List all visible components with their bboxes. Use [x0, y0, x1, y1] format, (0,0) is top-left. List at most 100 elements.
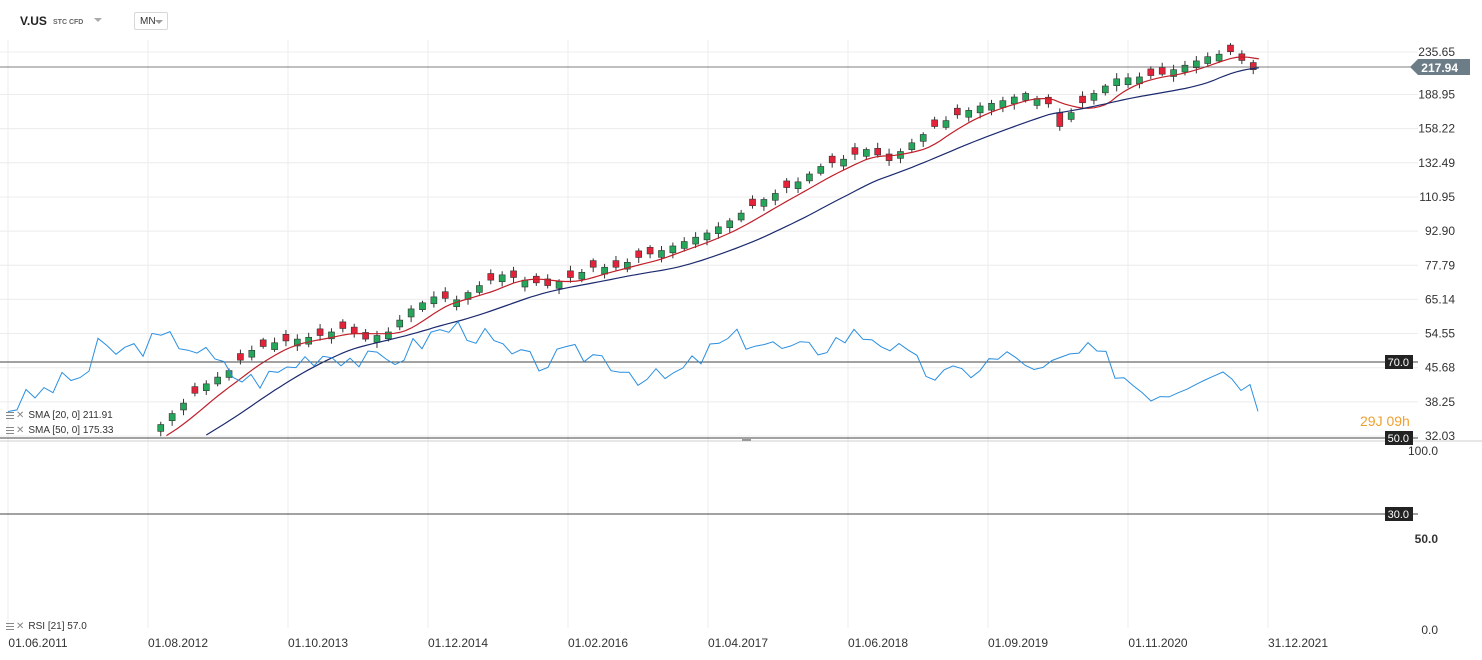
candle-body — [271, 342, 278, 350]
candle-body — [885, 153, 893, 161]
close-icon[interactable]: ✕ — [16, 621, 25, 632]
rsi-y-tick-label: 100.0 — [1408, 444, 1438, 458]
x-tick-label: 31.12.2021 — [1268, 636, 1328, 650]
y-tick-label: 45.68 — [1425, 361, 1455, 375]
y-tick-label: 38.25 — [1425, 395, 1455, 409]
candle-body — [328, 331, 335, 340]
candle-body — [1181, 64, 1189, 73]
candle-body — [1147, 68, 1155, 76]
x-tick-label: 01.04.2017 — [708, 636, 768, 650]
candle-body — [362, 332, 369, 340]
candle-body — [794, 181, 802, 190]
candle-body — [1193, 60, 1200, 69]
y-tick-label: 65.14 — [1425, 292, 1455, 306]
candle-body — [680, 241, 688, 249]
candle-body — [385, 331, 392, 340]
candle-body — [1215, 53, 1223, 62]
close-icon[interactable]: ✕ — [16, 410, 25, 421]
pane-resize-handle — [742, 439, 751, 441]
candle-body — [692, 236, 699, 245]
y-tick-label: 32.03 — [1425, 429, 1455, 443]
instrument-dropdown-icon[interactable] — [94, 18, 102, 22]
candle-body — [737, 212, 745, 221]
x-tick-label: 01.02.2016 — [568, 636, 628, 650]
sma50-label: SMA [50, 0] 175.33 — [28, 425, 114, 436]
candle-body — [339, 321, 347, 329]
y-tick-label: 54.55 — [1425, 327, 1455, 341]
candle-body — [350, 326, 358, 335]
x-tick-label: 01.06.2011 — [8, 636, 67, 650]
candle-body — [441, 291, 449, 299]
rsi-level-tag — [1385, 431, 1413, 445]
candle-body — [783, 180, 790, 188]
candle-timer: 29J 09h — [1360, 413, 1410, 429]
candle-body — [373, 335, 381, 343]
candle-body — [840, 158, 847, 167]
candle-body — [919, 134, 927, 142]
candle-body — [1102, 85, 1109, 94]
y-tick-label: 188.95 — [1418, 87, 1455, 101]
candle-body — [715, 226, 722, 234]
candle-body — [1170, 69, 1177, 77]
candle-body — [863, 149, 870, 157]
settings-icon[interactable] — [6, 623, 14, 630]
x-tick-label: 01.12.2014 — [428, 636, 488, 650]
candle-body — [1045, 96, 1052, 105]
candle-body — [589, 260, 597, 268]
y-tick-label: 235.65 — [1418, 45, 1455, 59]
candle-body — [191, 386, 199, 394]
candle-body — [1090, 93, 1098, 101]
candle-body — [498, 274, 506, 283]
candle-body — [419, 302, 426, 310]
candle-body — [396, 319, 404, 328]
candle-body — [237, 353, 244, 361]
y-tick-label: 132.49 — [1418, 156, 1455, 170]
rsi-level-tag — [1385, 507, 1413, 521]
close-icon[interactable]: ✕ — [16, 425, 25, 436]
candle-body — [248, 350, 256, 358]
candle-body — [1056, 112, 1064, 127]
candle-body — [635, 250, 643, 258]
candles-group — [157, 43, 1257, 437]
candle-body — [976, 105, 984, 114]
candle-body — [430, 296, 438, 305]
candle-body — [624, 261, 631, 270]
sma20-legend: ✕ SMA [20, 0] 211.91 — [6, 410, 113, 421]
candle-body — [578, 271, 586, 280]
timeframe-selector[interactable]: MN — [134, 12, 168, 30]
rsi-level-label: 70.0 — [1388, 357, 1409, 369]
candle-body — [760, 199, 768, 207]
candle-body — [988, 103, 995, 111]
rsi-y-tick-label: 0.0 — [1421, 623, 1438, 637]
x-tick-label: 01.10.2013 — [288, 636, 348, 650]
rsi-level-label: 50.0 — [1388, 433, 1409, 445]
rsi-y-tick-label: 50.0 — [1415, 532, 1439, 546]
candle-body — [168, 413, 176, 422]
y-tick-label: 158.22 — [1418, 122, 1455, 136]
rsi-legend: ✕ RSI [21] 57.0 — [6, 621, 87, 632]
candle-body — [1227, 44, 1234, 53]
candle-body — [646, 247, 654, 255]
x-tick-label: 01.08.2012 — [148, 636, 208, 650]
x-tick-label: 01.06.2018 — [848, 636, 908, 650]
candle-body — [476, 285, 483, 293]
candle-body — [214, 376, 221, 385]
candle-body — [555, 281, 563, 289]
candle-body — [1249, 62, 1257, 70]
rsi-level-label: 30.0 — [1388, 509, 1409, 521]
candle-body — [669, 245, 677, 254]
candle-body — [942, 120, 950, 128]
candle-body — [658, 250, 665, 258]
candle-body — [612, 260, 620, 268]
candle-body — [487, 273, 495, 281]
candle-body — [259, 339, 267, 347]
candle-body — [157, 424, 165, 432]
settings-icon[interactable] — [6, 427, 14, 434]
candle-body — [908, 142, 916, 150]
timeframe-label: MN — [140, 16, 156, 27]
candle-body — [874, 148, 882, 156]
settings-icon[interactable] — [6, 412, 14, 419]
symbol-label: V.US — [20, 14, 47, 28]
candle-body — [749, 198, 756, 207]
candle-body — [999, 100, 1007, 108]
